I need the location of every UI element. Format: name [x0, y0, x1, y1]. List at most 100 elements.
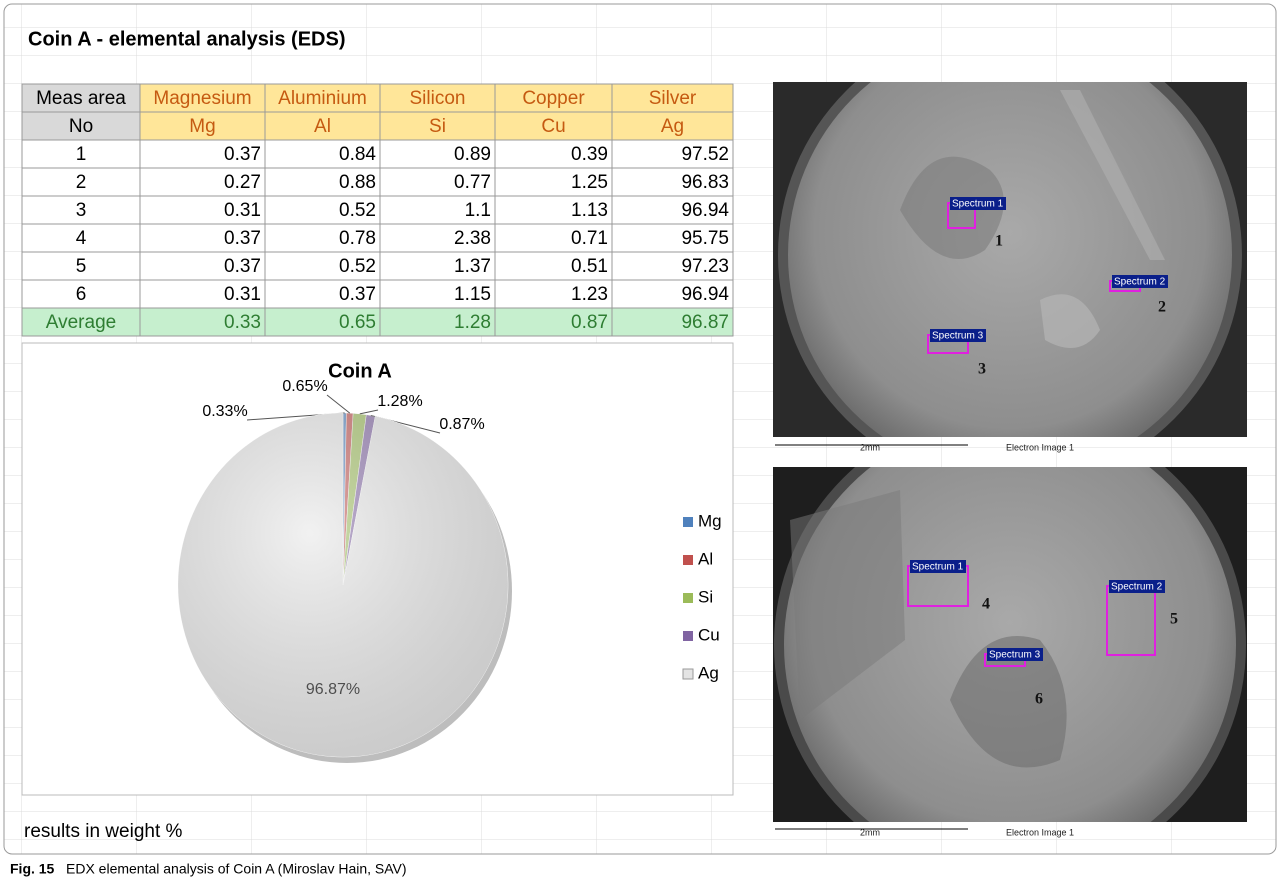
table-value: 1: [76, 144, 87, 165]
sheet-title: Coin A - elemental analysis (EDS): [28, 28, 346, 50]
spectrum-label: Spectrum 1: [912, 562, 964, 573]
table-value: 0.31: [224, 284, 261, 305]
table-value: 5: [76, 256, 87, 277]
table-cell: [139, 111, 266, 141]
spectrum-tag: [987, 648, 1043, 661]
table-value: 6: [76, 284, 87, 305]
table-value: 0.37: [339, 284, 376, 305]
table-value: 0.37: [224, 144, 261, 165]
table-cell: [379, 167, 496, 197]
table-value: 96.94: [681, 200, 729, 221]
column-header: Meas area: [36, 88, 126, 109]
legend-label: Ag: [698, 663, 719, 682]
table-value: 96.87: [681, 312, 729, 333]
table-value: 0.31: [224, 200, 261, 221]
spectrum-tag: [1109, 580, 1165, 593]
column-header: Copper: [522, 88, 585, 109]
table-cell: [139, 251, 266, 281]
caption-label: Fig. 15: [10, 861, 55, 877]
table-value: 0.37: [224, 256, 261, 277]
table-cell: [21, 167, 141, 197]
table-cell: [379, 111, 496, 141]
table-value: 0.78: [339, 228, 376, 249]
spot-number: 3: [978, 361, 986, 378]
table-cell: [494, 251, 613, 281]
column-header: Cu: [541, 116, 565, 137]
sheet-note: results in weight %: [24, 821, 183, 842]
table-value: 96.94: [681, 284, 729, 305]
table-value: 0.52: [339, 256, 376, 277]
table-cell: [264, 307, 381, 337]
table-value: 0.77: [454, 172, 491, 193]
table-value: 0.71: [571, 228, 608, 249]
table-cell: [139, 139, 266, 169]
table-cell: [21, 223, 141, 253]
table-value: 0.65: [339, 312, 376, 333]
image-caption: Electron Image 1: [1006, 442, 1074, 452]
table-cell: [264, 195, 381, 225]
table-value: 1.1: [465, 200, 491, 221]
table-value: 1.28: [454, 312, 491, 333]
table-cell: [611, 307, 734, 337]
column-header: Aluminium: [278, 88, 367, 109]
spectrum-label: Spectrum 2: [1111, 582, 1163, 593]
table-value: 4: [76, 228, 87, 249]
table-cell: [379, 83, 496, 113]
table-value: 0.87: [571, 312, 608, 333]
table-cell: [264, 251, 381, 281]
table-cell: [139, 167, 266, 197]
spot-number: 5: [1170, 611, 1178, 628]
table-value: 0.39: [571, 144, 608, 165]
table-cell: [21, 83, 141, 113]
table-cell: [611, 83, 734, 113]
data-label: 96.87%: [306, 681, 360, 698]
pie-slice: [177, 412, 509, 758]
spectrum-tag: [1112, 275, 1168, 288]
table-value: 0.27: [224, 172, 261, 193]
table-cell: [494, 139, 613, 169]
table-cell: [139, 195, 266, 225]
data-label: 0.33%: [202, 403, 247, 420]
scale-label: 2mm: [860, 827, 880, 837]
spot-number: 6: [1035, 691, 1043, 708]
legend-swatch: [683, 631, 693, 641]
spectrum-tag: [930, 329, 986, 342]
table-value: 97.52: [681, 144, 729, 165]
table-cell: [139, 83, 266, 113]
spectrum-label: Spectrum 3: [989, 650, 1041, 661]
table-cell: [379, 279, 496, 309]
table-cell: [21, 139, 141, 169]
spectrum-tag: [910, 560, 966, 573]
column-header: Silver: [649, 88, 697, 109]
legend-label: Cu: [698, 625, 720, 644]
column-header: Ag: [661, 116, 684, 137]
table-cell: [21, 279, 141, 309]
legend-swatch: [683, 555, 693, 565]
table-value: 97.23: [681, 256, 729, 277]
column-header: Mg: [189, 116, 215, 137]
table-value: 0.51: [571, 256, 608, 277]
table-cell: [611, 167, 734, 197]
table-cell: [379, 195, 496, 225]
legend-label: Mg: [698, 511, 722, 530]
table-cell: [611, 139, 734, 169]
column-header: Al: [314, 116, 331, 137]
image-caption: Electron Image 1: [1006, 827, 1074, 837]
table-cell: [264, 279, 381, 309]
table-value: 1.25: [571, 172, 608, 193]
table-cell: [611, 279, 734, 309]
table-cell: [21, 111, 141, 141]
table-value: 1.23: [571, 284, 608, 305]
table-cell: [264, 223, 381, 253]
data-label: 1.28%: [377, 393, 422, 410]
table-value: 0.52: [339, 200, 376, 221]
spectrum-label: Spectrum 2: [1114, 277, 1166, 288]
table-cell: [264, 83, 381, 113]
table-value: 0.88: [339, 172, 376, 193]
spot-number: 2: [1158, 299, 1166, 316]
table-cell: [494, 195, 613, 225]
table-cell: [21, 251, 141, 281]
table-value: 0.37: [224, 228, 261, 249]
